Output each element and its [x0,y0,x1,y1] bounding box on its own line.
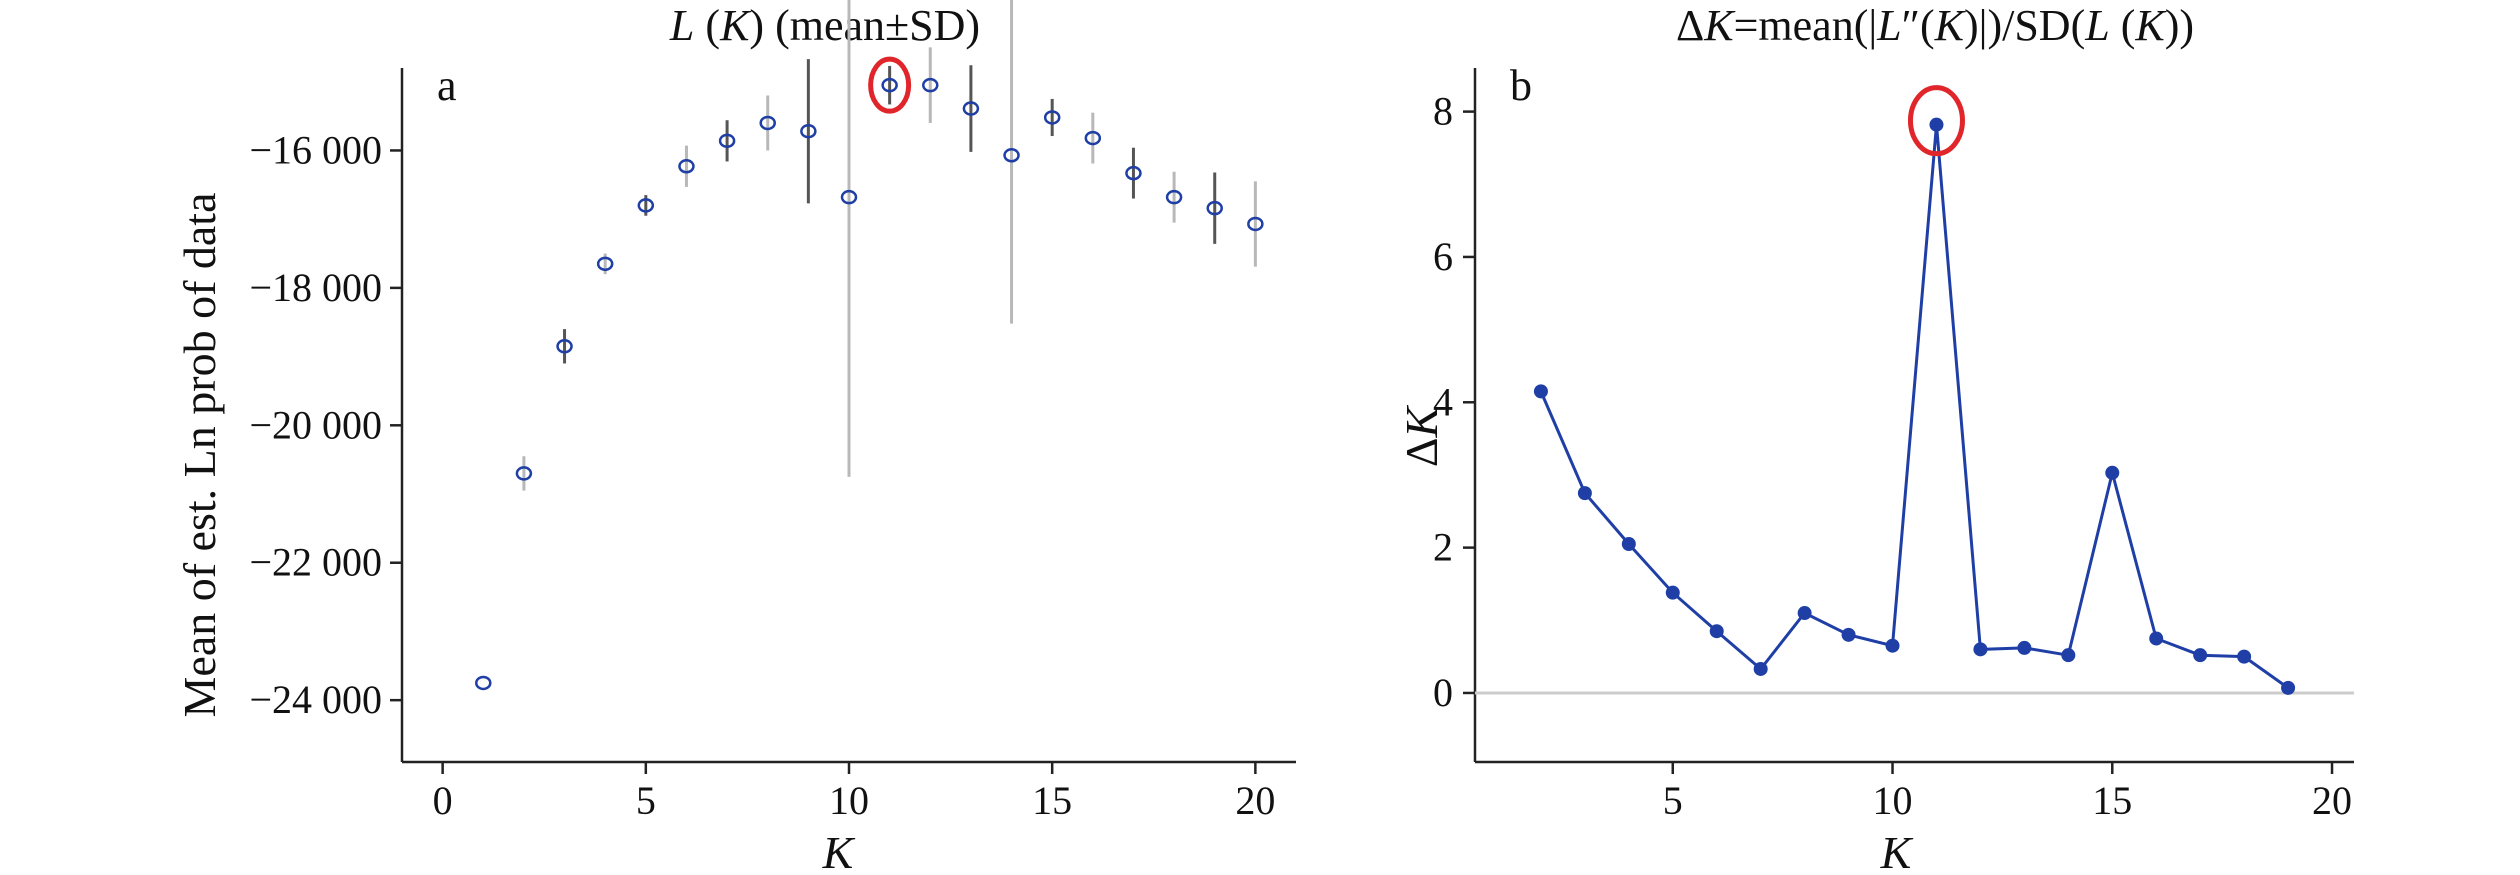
panel-b-point [1665,585,1680,600]
panel-a-point [881,77,898,93]
panel-a-point [922,77,939,93]
panel-a-y-tick-label: −16 000 [249,127,382,172]
panel-b-y-tick-label: 0 [1433,670,1453,715]
panel-b-title-k-c: K [2134,1,2167,50]
panel-a-point [962,101,980,116]
panel-b-point [1797,606,1812,621]
panel-b-y-tick-label: 6 [1433,234,1453,279]
panel-b-x-tick-label: 5 [1663,778,1683,823]
panel-a-y-tick-label: −20 000 [249,402,382,447]
panel-b-point [2193,648,2208,663]
panel-b-x-axis-label: K [1880,827,1914,875]
panel-b-title-open: ( [2110,1,2136,50]
panel-b-title-l2: L [2084,1,2109,50]
panel-b-point [1841,627,1856,642]
panel-b: ΔK=mean(|L″(K)|)/SD(L (K)) b ΔK K 5 10 15 2… [1396,1,2354,875]
panel-b-highlight-circle [1907,85,1965,157]
panel-b-title-pp: ″( [1902,1,1935,50]
panel-b-letter: b [1510,61,1532,110]
panel-b-x-tick-label: 10 [1873,778,1913,823]
panel-b-y-tick-label: 2 [1433,525,1453,570]
panel-b-y-tick-label: 4 [1433,379,1453,424]
panel-a-point [800,123,817,139]
panel-b-point [1929,117,1944,132]
panel-a: L (K) (mean±SD) a Mean of est. Ln prob o… [174,0,1296,875]
panel-a-x-tick-label: 0 [433,778,453,823]
panel-b-title-mid-a: =mean(| [1734,1,1878,50]
panel-a-y-tick-label: −18 000 [249,265,382,310]
panel-b-x-tick-label: 20 [2312,778,2352,823]
panel-a-point [475,675,492,691]
panel-b-point [2237,649,2252,664]
panel-b-point [1753,661,1768,676]
panel-b-point [1533,384,1548,399]
panel-a-x-axis-label: K [822,827,856,875]
panel-b-point [2105,465,2120,480]
panel-a-x-tick-label: 20 [1235,778,1275,823]
panel-a-title: L (K) (mean±SD) [669,1,980,50]
panel-a-y-tick-label: −22 000 [249,540,382,585]
panel-b-title-end: )) [2165,1,2194,50]
panel-b-title-l1: L [1876,1,1901,50]
panel-b-y-tick-label: 8 [1433,89,1453,134]
panel-a-point [1125,165,1142,181]
panel-b-title: ΔK=mean(|L″(K)|)/SD(L (K)) [1676,1,2194,50]
panel-a-point [556,339,573,354]
panel-a-point [596,256,614,272]
panel-b-title-k-b: K [1934,1,1967,50]
panel-a-title-rest: ) (mean±SD) [749,1,980,50]
panel-b-title-mid-b: )|)/SD( [1964,1,2085,50]
panel-a-y-axis-label: Mean of est. Ln prob of data [174,192,225,717]
panel-b-point [1973,642,1988,657]
panel-a-point [1043,110,1061,125]
panel-a-x-tick-label: 10 [829,778,869,823]
panel-a-point [1084,130,1102,146]
panel-b-point [2149,631,2164,646]
panel-a-point [1003,148,1020,163]
panel-a-title-l: L [669,1,694,50]
panel-a-highlight-circle [868,56,912,114]
panel-a-point [840,189,858,205]
panel-b-y-axis-label-delta: Δ [1396,438,1447,468]
panel-b-point [2281,680,2296,695]
panel-a-point [515,466,533,481]
panel-b-point [1709,624,1724,639]
panel-a-point [1247,216,1264,232]
panel-a-point [718,133,736,149]
panel-b-point [1621,536,1636,551]
panel-b-title-k-a: K [1703,1,1736,50]
panel-a-point [637,198,655,213]
panel-b-point [2017,640,2032,655]
panel-a-x-tick-label: 15 [1032,778,1072,823]
panel-a-title-open: ( [694,1,720,50]
panel-a-point [1165,189,1183,205]
panel-a-point [1206,200,1223,216]
panel-a-x-tick-label: 5 [636,778,656,823]
panel-b-series-line [1539,124,2289,690]
panel-a-title-k: K [719,1,752,50]
panel-b-title-delta: Δ [1676,1,1704,50]
panel-b-point [2061,648,2076,663]
panel-b-y-axis-label: ΔK [1396,405,1447,468]
panel-a-point [759,115,776,131]
panel-a-point [678,159,695,174]
panel-b-point [1577,486,1592,501]
panel-b-x-tick-label: 15 [2092,778,2132,823]
panel-b-y-axis-label-k: K [1396,405,1447,439]
panel-a-letter: a [437,61,457,110]
panel-a-y-tick-label: −24 000 [249,677,382,722]
panel-b-point [1885,638,1900,653]
